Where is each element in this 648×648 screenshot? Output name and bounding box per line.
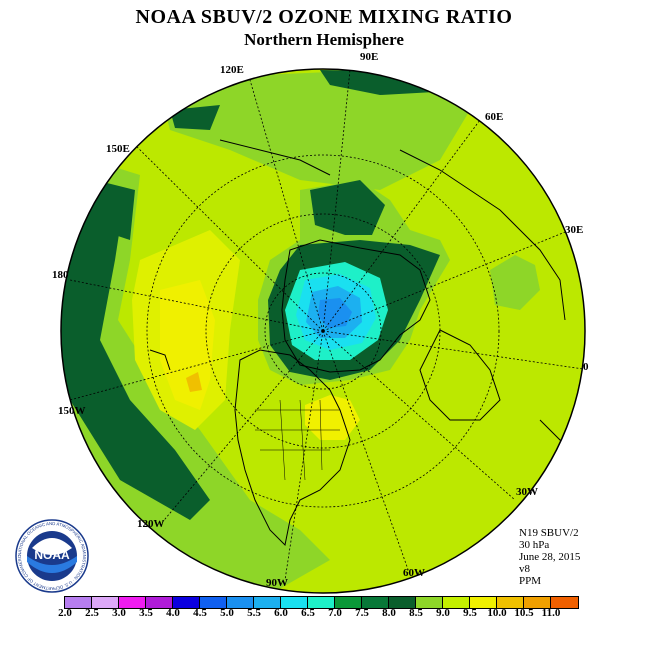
legend-swatch [416,597,443,608]
lon-label-60w: 60W [403,567,425,579]
legend-swatch [335,597,362,608]
legend-swatch [281,597,308,608]
info-units: PPM [519,575,542,587]
legend-tick-label: 11.0 [541,607,561,619]
lon-label-0: 0 [583,361,589,373]
legend-swatch [551,597,578,608]
legend-tick-label: 6.5 [301,607,315,619]
legend-tick-label: 9.5 [463,607,477,619]
legend-tick-label: 6.0 [274,607,288,619]
legend-tick-label: 8.5 [409,607,423,619]
noaa-logo-text: NOAA [34,548,70,562]
legend-tick-label: 2.0 [58,607,72,619]
legend-swatch [443,597,470,608]
legend-swatch [524,597,551,608]
lon-label-90e: 90E [360,51,378,63]
info-satellite: N19 SBUV/2 [519,527,579,539]
legend-swatch [470,597,497,608]
map-boundary [60,68,586,594]
legend-swatch [308,597,335,608]
legend-tick-label: 10.5 [514,607,534,619]
map-title: NOAA SBUV/2 OZONE MIXING RATIO [135,6,513,28]
lon-label-30e: 30E [565,224,583,236]
legend-swatch [497,597,524,608]
lon-label-120e: 120E [220,64,244,76]
legend-swatch [200,597,227,608]
legend-swatch [254,597,281,608]
legend-tick-label: 10.0 [487,607,507,619]
legend-tick-label: 4.5 [193,607,207,619]
legend-swatch [65,597,92,608]
legend-tick-label: 7.0 [328,607,342,619]
color-legend-labels: 2.0 2.5 3.0 3.5 4.0 4.5 5.0 5.5 6.0 6.5 7.0 7.5 8.0 8… [51,607,611,621]
legend-tick-label: 4.0 [166,607,180,619]
legend-tick-label: 5.0 [220,607,234,619]
legend-swatch [227,597,254,608]
legend-swatch [362,597,389,608]
legend-swatch [173,597,200,608]
color-legend-bar [64,596,579,609]
legend-tick-label: 3.5 [139,607,153,619]
legend-tick-label: 5.5 [247,607,261,619]
lon-label-120w: 120W [137,518,165,530]
lon-label-90w: 90W [266,577,288,589]
product-info: N19 SBUV/2 30 hPa June 28, 2015 v8 PPM [519,527,580,587]
legend-swatch [146,597,173,608]
legend-tick-label: 7.5 [355,607,369,619]
legend-tick-label: 9.0 [436,607,450,619]
legend-swatch [389,597,416,608]
lon-label-150w: 150W [58,405,86,417]
lon-label-30w: 30W [516,486,538,498]
info-version: v8 [519,563,530,575]
legend-tick-label: 2.5 [85,607,99,619]
lon-label-180: 180 [52,269,69,281]
legend-swatch [119,597,146,608]
legend-tick-label: 8.0 [382,607,396,619]
map-subtitle: Northern Hemisphere [244,30,404,49]
noaa-logo: NOAA NATIONAL OCEANIC AND ATMOSPHERIC AD… [14,518,89,593]
legend-swatch [92,597,119,608]
info-level: 30 hPa [519,539,550,551]
lon-label-150e: 150E [106,143,130,155]
info-date: June 28, 2015 [519,551,581,563]
lon-label-60e: 60E [485,111,503,123]
legend-tick-label: 3.0 [112,607,126,619]
